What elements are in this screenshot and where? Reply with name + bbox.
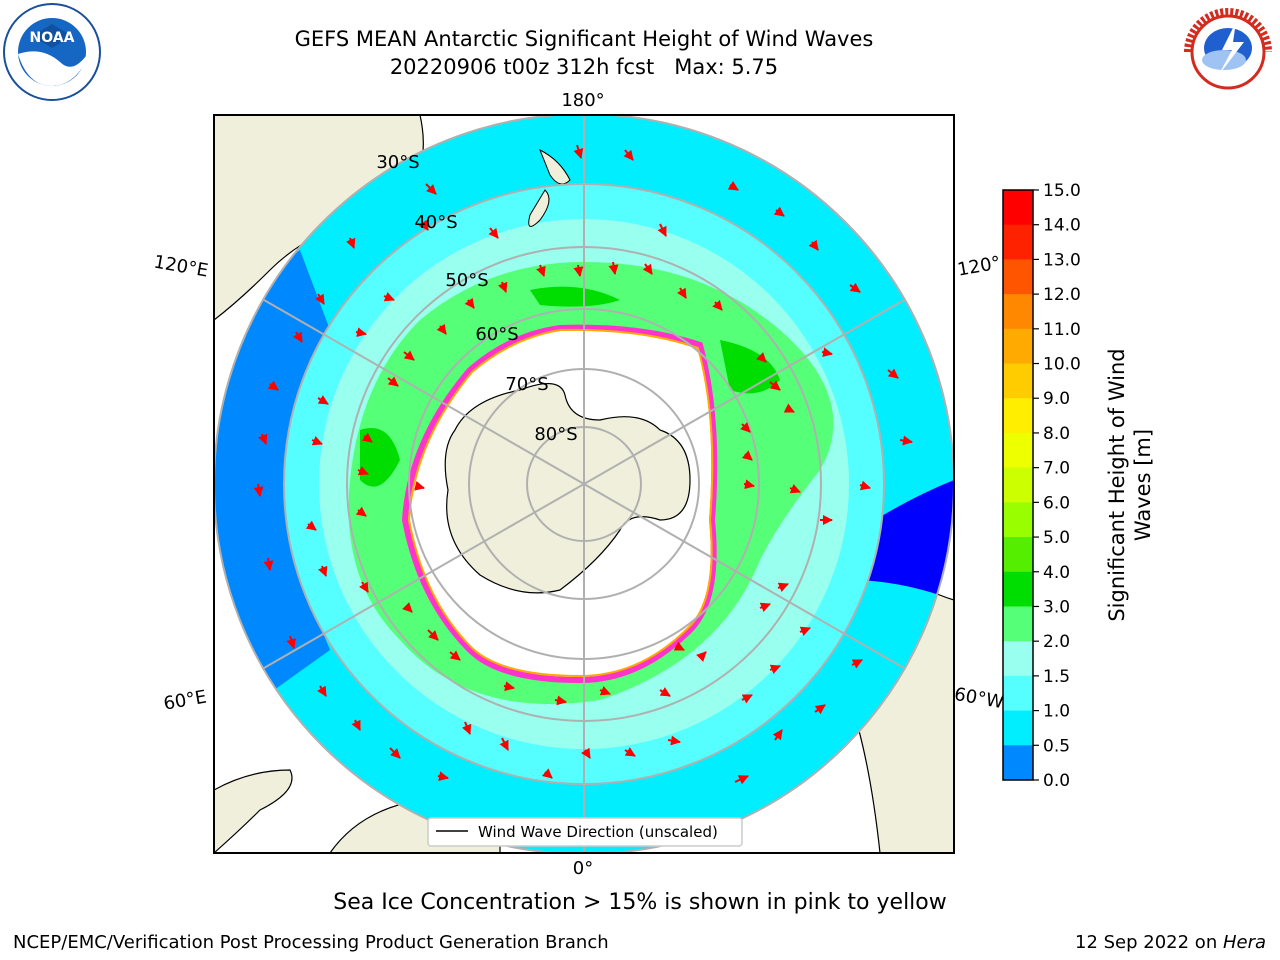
nws-logo	[1180, 4, 1276, 100]
map-legend: Wind Wave Direction (unscaled)	[427, 817, 743, 847]
colorbar-tick-label: 13.0	[1043, 250, 1081, 270]
africa-land-west	[214, 769, 293, 853]
colorbar-tick-label: 1.0	[1043, 702, 1070, 722]
colorbar: 15.0 14.0 13.0 12.0 11.0 10.0 9.0 8.0 7.0 6.0 5.0 4…	[1002, 181, 1081, 791]
credit-text: NCEP/EMC/Verification Post Processing Pr…	[13, 932, 609, 953]
low-wave-band-west	[214, 250, 330, 700]
lat-label-60s: 60°S	[475, 324, 518, 345]
lon-label-120w: 120°	[956, 252, 1002, 280]
colorbar-label-line2: Waves [m]	[1131, 428, 1155, 542]
colorbar-tick-label: 1.5	[1043, 667, 1070, 687]
lon-label-0: 0°	[573, 858, 593, 879]
legend-text: Wind Wave Direction (unscaled)	[478, 823, 718, 841]
colorbar-tick-label: 5.0	[1043, 528, 1070, 548]
colorbar-tick-label: 11.0	[1043, 320, 1081, 340]
lon-label-60e: 60°E	[162, 686, 208, 714]
colorbar-tick-label: 9.0	[1043, 389, 1070, 409]
colorbar-tick-label: 0.0	[1043, 771, 1070, 791]
wind-wave-direction-arrows	[253, 144, 913, 785]
lat-label-80s: 80°S	[534, 424, 577, 445]
colorbar-tick-label: 14.0	[1043, 216, 1081, 236]
colorbar-segment	[1003, 641, 1033, 677]
colorbar-tick-label: 15.0	[1043, 181, 1081, 201]
noaa-logo-text: NOAA	[30, 30, 75, 46]
date-prefix: 12 Sep 2022 on	[1075, 932, 1223, 953]
colorbar-segment	[1003, 328, 1033, 365]
colorbar-segment	[1003, 710, 1033, 746]
colorbar-segment	[1003, 675, 1033, 712]
map-frame	[213, 114, 955, 854]
colorbar-tick-label: 8.0	[1043, 424, 1070, 444]
colorbar-segment	[1003, 363, 1033, 399]
lon-label-120e: 120°E	[152, 251, 210, 281]
sea-ice-note: Sea Ice Concentration > 15% is shown in …	[333, 890, 947, 915]
colorbar-tick-label: 12.0	[1043, 285, 1081, 305]
lat-label-30s: 30°S	[376, 152, 419, 173]
colorbar-segment	[1003, 190, 1033, 226]
colorbar-label: Significant Height of Wind Waves [m]	[1104, 285, 1156, 685]
colorbar-segment	[1003, 745, 1033, 781]
chart-subtitle: 20220906 t00z 312h fcst Max: 5.75	[389, 55, 779, 79]
colorbar-tick-label: 4.0	[1043, 563, 1070, 583]
lat-label-50s: 50°S	[445, 270, 488, 291]
colorbar-tick-label: 10.0	[1043, 355, 1081, 375]
map-graticule	[214, 115, 954, 853]
lon-label-60w: 60°W	[953, 684, 1006, 713]
colorbar-tick-label: 3.0	[1043, 597, 1070, 617]
colorbar-segment	[1003, 259, 1033, 295]
colorbar-tick-label: 6.0	[1043, 493, 1070, 513]
colorbar-segment	[1003, 502, 1033, 538]
lat-label-70s: 70°S	[505, 374, 548, 395]
lon-label-180: 180°	[561, 90, 604, 111]
chart-title: GEFS MEAN Antarctic Significant Height o…	[294, 27, 874, 51]
colorbar-segment	[1003, 467, 1033, 503]
noaa-logo: NOAA	[3, 3, 101, 101]
antarctica-land	[444, 383, 691, 594]
date-host: Hera	[1222, 932, 1266, 953]
colorbar-label-line1: Significant Height of Wind	[1105, 348, 1129, 622]
colorbar-segment	[1003, 571, 1033, 607]
colorbar-frame	[1002, 189, 1034, 781]
colorbar-segment	[1003, 537, 1033, 573]
colorbar-segment	[1003, 432, 1033, 469]
lat-label-40s: 40°S	[414, 212, 457, 233]
colorbar-segment	[1003, 224, 1033, 260]
colorbar-segment	[1003, 398, 1033, 434]
colorbar-tick-label: 0.5	[1043, 736, 1070, 756]
colorbar-tick-label: 2.0	[1043, 632, 1070, 652]
colorbar-segment	[1003, 606, 1033, 642]
date-text: 12 Sep 2022 on Hera	[1075, 932, 1266, 953]
colorbar-segment	[1003, 294, 1033, 330]
colorbar-tick-label: 7.0	[1043, 459, 1070, 479]
